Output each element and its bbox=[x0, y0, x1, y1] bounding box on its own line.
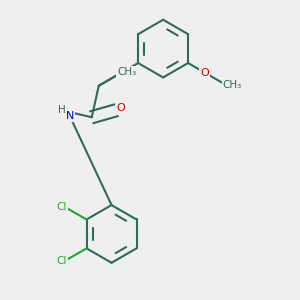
Text: CH₃: CH₃ bbox=[117, 67, 136, 77]
Text: N: N bbox=[66, 111, 74, 121]
Text: Cl: Cl bbox=[57, 256, 67, 266]
Text: O: O bbox=[200, 68, 209, 78]
Text: O: O bbox=[116, 103, 125, 113]
Text: Cl: Cl bbox=[57, 202, 67, 212]
Text: CH₃: CH₃ bbox=[222, 80, 242, 90]
Text: O: O bbox=[117, 68, 126, 78]
Text: H: H bbox=[58, 105, 66, 115]
